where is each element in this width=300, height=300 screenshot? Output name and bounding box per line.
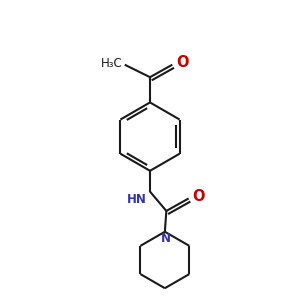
Text: N: N [161,232,171,245]
Text: H₃C: H₃C [100,57,122,70]
Text: HN: HN [127,193,147,206]
Text: O: O [192,189,205,204]
Text: O: O [176,55,189,70]
